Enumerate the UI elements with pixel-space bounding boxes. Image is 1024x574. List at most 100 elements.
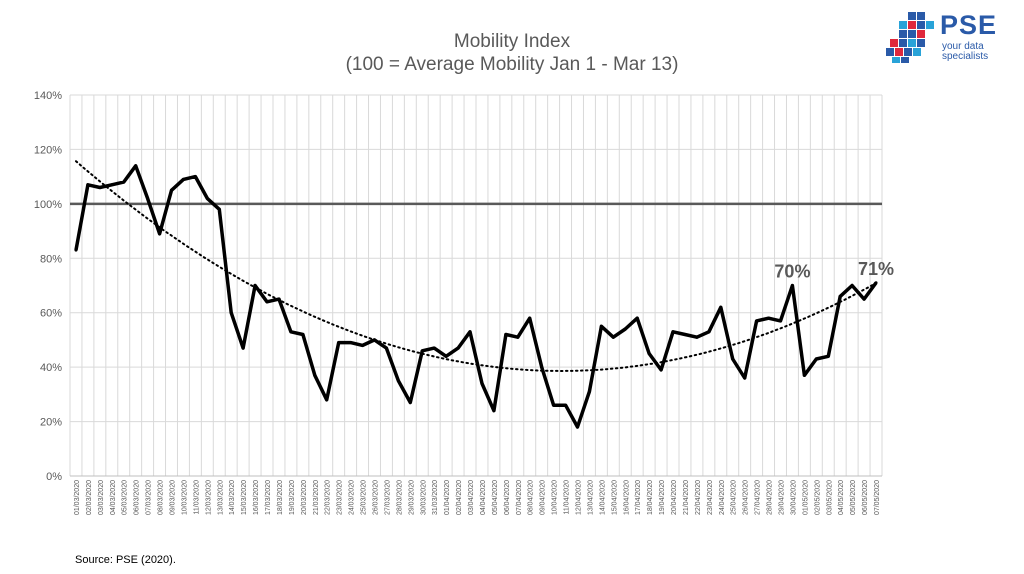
data-point: [361, 343, 365, 347]
x-tick-label: 18/03/2020: [277, 480, 284, 515]
data-point: [432, 346, 436, 350]
x-tick-label: 04/04/2020: [480, 480, 487, 515]
chart-title: Mobility Index (100 = Average Mobility J…: [0, 30, 1024, 76]
x-tick-label: 30/03/2020: [420, 480, 427, 515]
data-point: [384, 346, 388, 350]
logo-wordmark: PSE: [940, 10, 998, 40]
data-point: [826, 354, 830, 358]
x-tick-label: 21/03/2020: [313, 480, 320, 515]
x-tick-label: 09/04/2020: [540, 480, 547, 515]
data-point: [707, 330, 711, 334]
x-tick-label: 31/03/2020: [432, 480, 439, 515]
data-label: 70%: [774, 262, 810, 282]
data-point: [110, 183, 114, 187]
chart-title-line1: Mobility Index: [453, 31, 571, 52]
x-tick-label: 07/04/2020: [516, 480, 523, 515]
data-point: [516, 335, 520, 339]
data-point: [504, 332, 508, 336]
x-tick-label: 21/04/2020: [683, 480, 690, 515]
data-point: [659, 368, 663, 372]
data-point: [265, 300, 269, 304]
x-tick-label: 08/04/2020: [528, 480, 535, 515]
x-tick-label: 06/05/2020: [862, 480, 869, 515]
x-tick-label: 18/04/2020: [647, 480, 654, 515]
x-tick-label: 10/03/2020: [181, 480, 188, 515]
x-tick-label: 22/04/2020: [695, 480, 702, 515]
y-tick-label: 40%: [40, 362, 62, 374]
data-point: [349, 341, 353, 345]
x-tick-label: 11/03/2020: [193, 480, 200, 515]
x-tick-label: 16/03/2020: [253, 480, 260, 515]
x-tick-label: 19/03/2020: [289, 480, 296, 515]
x-tick-label: 14/03/2020: [229, 480, 236, 515]
data-point: [289, 330, 293, 334]
data-point: [193, 175, 197, 179]
x-tick-label: 29/03/2020: [408, 480, 415, 515]
x-tick-label: 10/04/2020: [552, 480, 559, 515]
x-tick-label: 19/04/2020: [659, 480, 666, 515]
data-point: [217, 207, 221, 211]
x-tick-label: 02/04/2020: [456, 480, 463, 515]
x-tick-label: 05/03/2020: [122, 480, 129, 515]
x-tick-label: 29/04/2020: [779, 480, 786, 515]
x-tick-label: 07/03/2020: [146, 480, 153, 515]
logo-tagline: your data specialists: [942, 41, 989, 62]
data-point: [779, 319, 782, 323]
data-point: [134, 164, 138, 168]
y-tick-label: 100%: [34, 199, 62, 211]
data-point: [683, 332, 687, 336]
x-tick-label: 05/04/2020: [492, 480, 499, 515]
data-point: [564, 403, 568, 407]
x-tick-label: 14/04/2020: [599, 480, 606, 515]
data-point: [325, 398, 329, 402]
data-point: [552, 403, 556, 407]
y-tick-label: 80%: [40, 253, 62, 265]
data-point: [181, 177, 185, 181]
data-point: [229, 311, 233, 315]
x-tick-label: 03/04/2020: [468, 480, 475, 515]
x-tick-label: 13/03/2020: [217, 480, 224, 515]
y-tick-label: 140%: [34, 90, 62, 102]
data-point: [373, 338, 376, 342]
data-point: [802, 373, 806, 377]
data-point: [468, 330, 472, 334]
data-point: [205, 196, 209, 200]
data-point: [719, 305, 723, 309]
data-point: [587, 390, 591, 394]
data-point: [74, 248, 78, 252]
x-tick-label: 06/04/2020: [504, 480, 511, 515]
x-tick-label: 08/03/2020: [158, 480, 165, 515]
x-tick-label: 06/03/2020: [134, 480, 141, 515]
data-point: [480, 381, 484, 385]
chart-title-line2: (100 = Average Mobility Jan 1 - Mar 13): [345, 54, 679, 75]
data-point: [611, 335, 615, 339]
x-tick-label: 26/03/2020: [373, 480, 380, 515]
data-point: [277, 297, 281, 301]
data-point: [755, 319, 759, 323]
data-point: [576, 425, 579, 429]
data-point: [122, 180, 126, 184]
x-tick-label: 24/04/2020: [719, 480, 726, 515]
data-point: [647, 352, 651, 356]
x-tick-label: 12/03/2020: [205, 480, 212, 515]
x-tick-label: 01/04/2020: [444, 480, 451, 515]
x-tick-label: 05/05/2020: [850, 480, 857, 515]
y-tick-label: 60%: [40, 308, 62, 320]
data-point: [767, 316, 771, 320]
data-point: [337, 341, 341, 345]
data-point: [420, 349, 424, 353]
data-point: [743, 376, 747, 380]
data-point: [146, 196, 150, 200]
data-point: [301, 332, 305, 336]
data-point: [862, 297, 866, 301]
data-point: [528, 316, 532, 320]
x-tick-label: 23/03/2020: [337, 480, 344, 515]
data-point: [599, 324, 603, 328]
data-point: [86, 183, 90, 187]
data-point: [456, 346, 460, 350]
pse-logo: PSE your data specialists: [884, 8, 1014, 68]
data-point: [838, 294, 842, 298]
x-tick-label: 25/04/2020: [731, 480, 738, 515]
y-tick-label: 0%: [46, 471, 62, 483]
